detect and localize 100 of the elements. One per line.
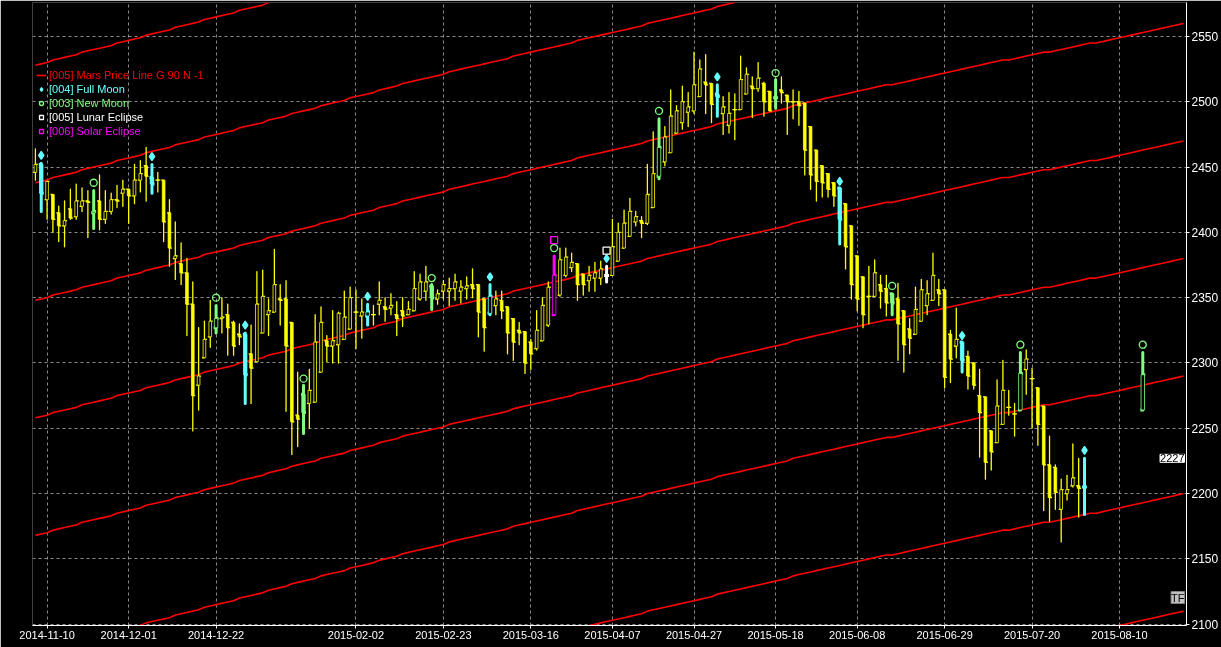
line-series xyxy=(34,140,1185,419)
candlestick xyxy=(1052,464,1059,510)
candlestick xyxy=(241,331,250,405)
candlestick xyxy=(411,270,418,312)
line-series xyxy=(588,492,1185,626)
candlestick xyxy=(341,290,348,341)
point xyxy=(486,272,494,282)
legend-label: [003] New Moon xyxy=(49,96,130,110)
x-tick-label: 2015-06-29 xyxy=(916,628,973,641)
candlestick xyxy=(877,274,884,309)
line-series xyxy=(34,257,1185,537)
point xyxy=(1138,340,1147,349)
line-series xyxy=(1118,610,1185,626)
y-tick-label: 2350 xyxy=(1191,291,1219,306)
line-series xyxy=(139,375,1185,626)
candlestick xyxy=(463,276,470,300)
candlestick xyxy=(935,278,942,307)
annotation: 2227 xyxy=(1160,452,1185,465)
candlestick xyxy=(393,300,400,337)
line-series xyxy=(34,2,270,66)
legend-label: [005] Mars Price Line G 90 N -1 xyxy=(49,68,204,82)
y-tick-label: 2400 xyxy=(1191,225,1219,240)
y-tick-label: 2200 xyxy=(1191,487,1219,502)
candlestick xyxy=(363,302,372,327)
candlestick xyxy=(446,277,453,307)
candlestick xyxy=(236,323,243,346)
y-tick-label: 2500 xyxy=(1191,95,1219,110)
x-tick-label: 2014-12-22 xyxy=(187,628,245,641)
point xyxy=(241,320,249,330)
candlestick xyxy=(615,222,622,262)
x-tick-label: 2015-04-07 xyxy=(584,628,641,641)
candlestick xyxy=(387,293,395,316)
x-tick-label: 2015-02-02 xyxy=(327,628,385,641)
candlestick xyxy=(89,189,98,230)
candlestick xyxy=(912,286,919,335)
candlestick xyxy=(481,298,488,352)
candlestick xyxy=(655,117,663,181)
candlestick xyxy=(953,307,960,359)
point xyxy=(958,330,966,341)
candlestick xyxy=(486,283,494,317)
candlestick xyxy=(1016,351,1025,412)
candlestick xyxy=(574,263,581,301)
y-tick-label: 2450 xyxy=(1191,160,1219,175)
candlestick xyxy=(73,183,80,220)
point xyxy=(427,273,436,283)
x-tick-label: 2015-02-23 xyxy=(415,628,472,641)
x-tick-label: 2015-06-08 xyxy=(829,628,886,641)
candlestick xyxy=(207,299,214,348)
x-tick-label: 2015-07-20 xyxy=(1003,628,1061,641)
candlestick xyxy=(725,91,733,134)
candlestick xyxy=(941,289,948,389)
point xyxy=(299,374,308,383)
candlestick xyxy=(492,290,499,316)
candlestick xyxy=(352,289,360,350)
x-tick-label: 2014-12-01 xyxy=(100,628,157,641)
candlestick xyxy=(1011,402,1018,437)
y-tick-label: 2100 xyxy=(1191,617,1219,632)
candlestick xyxy=(760,81,768,117)
candlestick xyxy=(713,83,722,118)
annotation: TF xyxy=(1171,591,1185,604)
legend-label: [004] Full Moon xyxy=(49,82,125,96)
candlestick xyxy=(67,188,74,220)
candlestick xyxy=(201,320,208,359)
candlestick xyxy=(172,221,179,281)
legend-label: [006] Solar Eclipse xyxy=(49,124,141,138)
point xyxy=(211,293,221,302)
candlestick xyxy=(591,261,599,292)
candlestick xyxy=(440,280,447,300)
candlestick xyxy=(475,283,482,338)
candlestick xyxy=(382,297,389,322)
point xyxy=(549,243,559,253)
candlestick xyxy=(212,304,221,335)
candlestick xyxy=(1138,351,1147,412)
candlestick xyxy=(218,297,226,334)
candlestick xyxy=(749,76,756,119)
candlestick xyxy=(376,281,383,316)
candlestick xyxy=(1075,457,1082,518)
candlestick xyxy=(982,396,989,480)
candlestick xyxy=(964,350,972,390)
point xyxy=(1016,340,1025,349)
point xyxy=(888,281,897,291)
x-tick-label: 2015-03-16 xyxy=(502,628,559,641)
candlestick xyxy=(347,286,354,330)
legend-label: [005] Lunar Eclipse xyxy=(49,110,144,124)
x-tick-label: 2014-11-10 xyxy=(19,628,75,641)
candlestick xyxy=(37,161,46,213)
point xyxy=(602,246,611,255)
x-tick-label: 2015-04-27 xyxy=(665,628,723,641)
candlestick xyxy=(550,254,559,317)
x-tick-label: 2015-05-18 xyxy=(747,628,804,641)
point xyxy=(714,72,721,82)
candlestick xyxy=(61,200,68,248)
candlestick xyxy=(1023,349,1030,395)
candlestick xyxy=(1080,456,1089,516)
candlestick xyxy=(888,292,897,317)
candlestick xyxy=(609,218,616,277)
candlestick xyxy=(778,76,785,104)
line-series xyxy=(34,22,1185,302)
y-tick-label: 2150 xyxy=(1191,552,1219,567)
candlestick xyxy=(988,430,995,471)
